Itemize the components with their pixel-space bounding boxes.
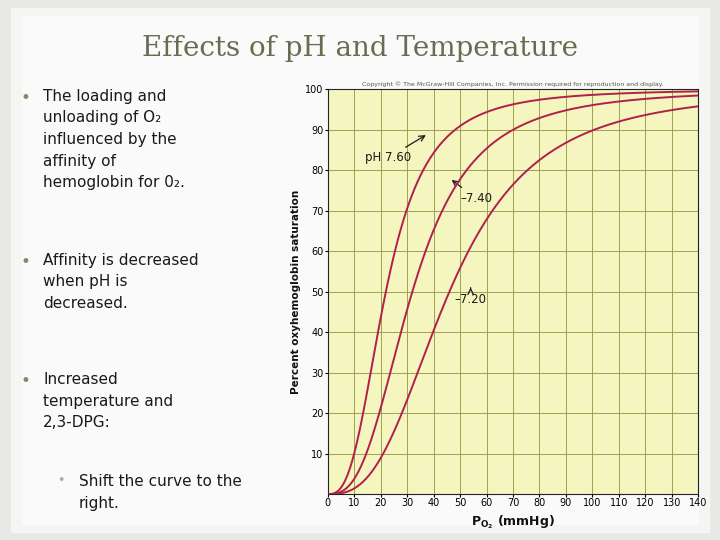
Text: –7.20: –7.20	[455, 288, 487, 306]
Text: Shift the curve to the
right.: Shift the curve to the right.	[79, 474, 242, 511]
Text: Affinity is decreased
when pH is
decreased.: Affinity is decreased when pH is decreas…	[43, 253, 199, 311]
Text: Copyright © The McGraw-Hill Companies, Inc. Permission required for reproduction: Copyright © The McGraw-Hill Companies, I…	[362, 82, 664, 87]
Text: The loading and
unloading of O₂
influenced by the
affinity of
hemoglobin for 0₂.: The loading and unloading of O₂ influenc…	[43, 89, 185, 190]
Text: Effects of pH and Temperature: Effects of pH and Temperature	[142, 35, 578, 62]
Text: •: •	[20, 253, 30, 271]
Y-axis label: Percent oxyhemoglobin saturation: Percent oxyhemoglobin saturation	[291, 190, 301, 394]
Text: pH 7.60: pH 7.60	[365, 136, 425, 165]
Text: –7.40: –7.40	[453, 181, 492, 205]
Text: •: •	[20, 89, 30, 107]
Text: Increased
temperature and
2,3-DPG:: Increased temperature and 2,3-DPG:	[43, 372, 174, 430]
Text: •: •	[58, 474, 65, 487]
X-axis label: P$_{\mathregular{O_2}}$ (mmHg): P$_{\mathregular{O_2}}$ (mmHg)	[471, 514, 555, 531]
Text: •: •	[20, 372, 30, 390]
